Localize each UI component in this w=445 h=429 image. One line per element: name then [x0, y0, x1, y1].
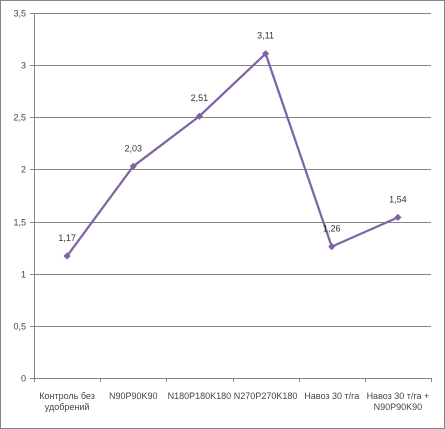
data-point-marker — [261, 50, 270, 58]
y-tick-label: 0,5 — [13, 322, 26, 332]
series-line — [66, 52, 399, 257]
data-label: 3,11 — [257, 31, 274, 41]
y-tick-label: 2 — [21, 165, 26, 175]
y-tick-label: 0 — [21, 374, 26, 384]
data-point-marker — [394, 213, 402, 221]
y-tick-label: 1 — [21, 270, 26, 280]
data-label: 2,03 — [124, 143, 142, 153]
data-label: 1,54 — [389, 194, 407, 204]
x-tick-label: Контроль без удобрений — [39, 391, 95, 412]
gridlines — [34, 13, 431, 327]
series-plot — [63, 50, 402, 260]
y-axis-tick-labels: 0 0,5 1 1,5 2 2,5 3 3,5 — [13, 9, 26, 384]
x-tick-label: N270P270K180 — [234, 391, 298, 401]
data-point-marker — [328, 243, 336, 251]
data-label: 2,51 — [191, 93, 209, 103]
data-point-marker — [63, 252, 71, 260]
x-tick-label: N180P180K180 — [168, 391, 232, 401]
data-point-marker — [195, 112, 204, 120]
axes — [30, 13, 432, 382]
x-tick-label: N90P90K90 — [109, 391, 158, 401]
data-labels: 1,17 2,03 2,51 3,11 1,26 1,54 — [58, 31, 406, 243]
y-tick-label: 1,5 — [13, 218, 26, 228]
x-tick-label: Навоз 30 т/га + N90P90K90 — [367, 391, 430, 412]
y-tick-label: 3 — [21, 61, 26, 71]
x-tick-label: Навоз 30 т/га — [304, 391, 359, 401]
data-label: 1,17 — [58, 233, 76, 243]
y-tick-label: 2,5 — [13, 113, 26, 123]
data-point-marker — [129, 162, 137, 170]
data-label: 1,26 — [323, 224, 341, 234]
x-axis-tick-labels: Контроль без удобрений N90P90K90 N180P180K1… — [39, 391, 429, 412]
y-tick-label: 3,5 — [13, 9, 26, 19]
